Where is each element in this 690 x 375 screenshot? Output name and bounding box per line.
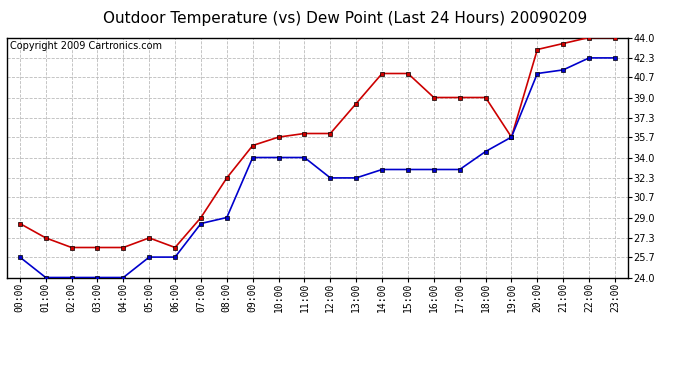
Text: Copyright 2009 Cartronics.com: Copyright 2009 Cartronics.com — [10, 41, 162, 51]
Text: Outdoor Temperature (vs) Dew Point (Last 24 Hours) 20090209: Outdoor Temperature (vs) Dew Point (Last… — [103, 11, 587, 26]
